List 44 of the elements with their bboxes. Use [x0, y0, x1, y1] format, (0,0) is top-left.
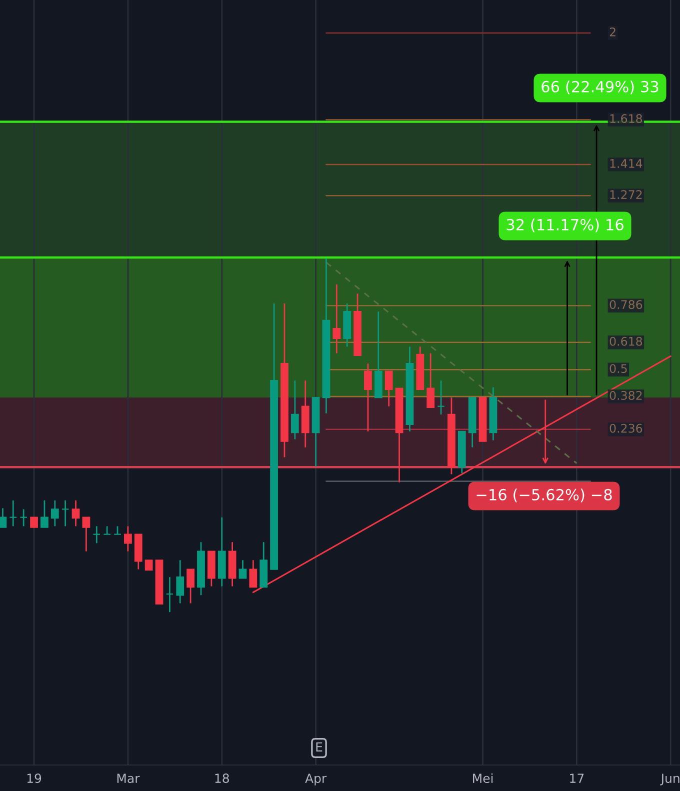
- candlestick: [92, 526, 101, 544]
- candlestick: [20, 508, 28, 527]
- candlestick: [332, 284, 341, 354]
- annotation: 0.382: [610, 390, 642, 400]
- candlestick: [0, 507, 7, 528]
- annotation: 0.786: [610, 300, 642, 310]
- text: 1.414: [610, 159, 642, 168]
- x-tick-label: 18: [215, 774, 229, 784]
- x-tick-label: Mar: [117, 774, 140, 784]
- text: 32 (11.17%) 16: [506, 218, 624, 232]
- text: E: [316, 742, 322, 752]
- candlestick: [238, 559, 247, 579]
- candlestick: [82, 516, 90, 552]
- candlestick: [426, 352, 435, 408]
- candlestick: [40, 500, 48, 528]
- text: 66 (22.49%) 33: [542, 80, 658, 94]
- annotation: −16 (−5.62%) −8: [476, 488, 612, 502]
- annotation: 1.618: [610, 114, 642, 124]
- candlestick: [9, 500, 18, 527]
- annotation: 0.5: [610, 364, 627, 374]
- text: 2: [610, 28, 616, 36]
- x-tick-label: Jun: [660, 774, 680, 786]
- candlestick: [186, 568, 195, 604]
- candlestick: [50, 500, 59, 527]
- x-tick-label: Mei: [473, 773, 493, 784]
- x-tick-label: 19: [27, 774, 42, 784]
- candlestick: [144, 560, 153, 571]
- candlestick: [103, 526, 112, 536]
- candlestick: [384, 370, 393, 408]
- candlestick: [30, 516, 38, 528]
- candlestick: [290, 380, 299, 440]
- candlestick: [124, 526, 132, 552]
- text: 1.272: [610, 190, 642, 199]
- x-tick-label: 17: [570, 774, 584, 783]
- candlestick: [166, 576, 174, 613]
- annotation: 0.618: [610, 336, 642, 346]
- candlestick: [249, 559, 258, 588]
- candlestick: [176, 559, 184, 604]
- candlestick: [437, 380, 445, 416]
- x-tick-label: Apr: [305, 774, 327, 786]
- candlestick: [72, 500, 80, 527]
- candlestick: [61, 500, 70, 527]
- annotation: 0.236: [610, 424, 642, 433]
- candlestick: [364, 362, 372, 432]
